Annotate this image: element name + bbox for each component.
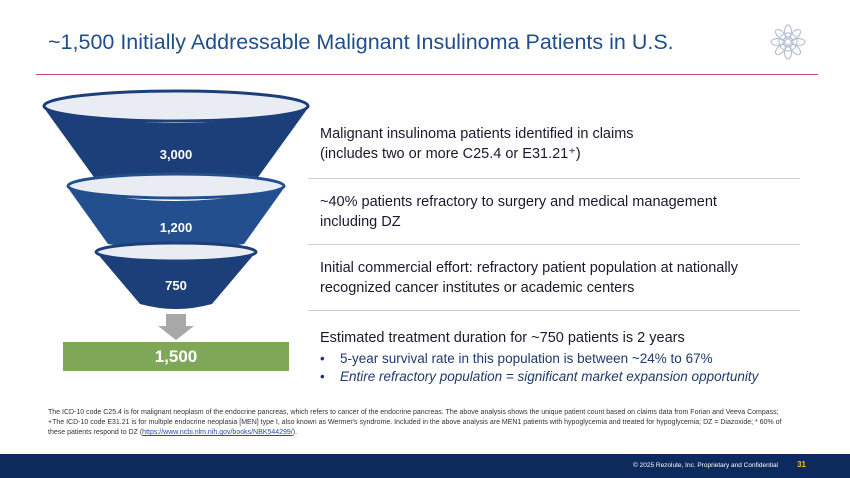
- copyright-text: © 2025 Rezolute, Inc. Proprietary and Co…: [633, 462, 778, 469]
- description-1-line-1: Malignant insulinoma patients identified…: [320, 126, 634, 142]
- source-link[interactable]: https://www.ncbi.nlm.nih.gov/books/NBK54…: [142, 429, 293, 436]
- bullet-icon: •: [320, 369, 325, 384]
- funnel-tier-1-rim: [42, 89, 310, 123]
- separator-3: [308, 310, 800, 311]
- funnel-tier-2: [68, 188, 284, 250]
- description-2: ~40% patients refractory to surgery and …: [320, 192, 800, 232]
- description-1: Malignant insulinoma patients identified…: [320, 124, 800, 164]
- treatment-bullet-1: • 5-year survival rate in this population…: [320, 350, 800, 368]
- footnote-line-3-suffix: ).: [292, 429, 298, 436]
- footnote-line-3: these patients respond to DZ (https://ww…: [48, 428, 808, 438]
- total-addressable-bar: 1,500: [63, 342, 289, 371]
- mandala-logo-icon: [770, 24, 806, 60]
- funnel-tier-1: [44, 108, 308, 187]
- footnote: The ICD-10 code C25.4 is for malignant n…: [48, 408, 808, 438]
- bullet-icon: •: [320, 351, 325, 366]
- separator-1: [308, 178, 800, 179]
- funnel-tier-3-rim: [94, 241, 258, 263]
- treatment-bullet-2: • Entire refractory population = signific…: [320, 368, 800, 386]
- description-3-line-1: Initial commercial effort: refractory pa…: [320, 260, 739, 276]
- total-value: 1,500: [154, 346, 198, 366]
- bullet-text: 5-year survival rate in this population …: [340, 351, 713, 366]
- funnel-stage-1-value: 3,000: [159, 147, 193, 162]
- bullet-text: Entire refractory population = significa…: [340, 369, 759, 384]
- funnel-stage-3-value: 750: [165, 278, 187, 293]
- separator-2: [308, 244, 800, 245]
- funnel-tier-3: [96, 252, 256, 309]
- slide-title: ~1,500 Initially Addressable Malignant I…: [48, 30, 674, 54]
- description-1-line-2: (includes two or more C25.4 or E31.21⁺): [320, 146, 581, 162]
- footnote-line-3-prefix: these patients respond to DZ (: [48, 429, 143, 436]
- funnel-stage-2-value: 1,200: [159, 220, 193, 235]
- description-3: Initial commercial effort: refractory pa…: [320, 258, 800, 298]
- down-arrow-icon: [158, 314, 194, 340]
- title-divider: [36, 74, 818, 75]
- footer-bar: © 2025 Rezolute, Inc. Proprietary and Co…: [0, 454, 850, 478]
- page-number: 31: [797, 460, 806, 469]
- footnote-line-1: The ICD-10 code C25.4 is for malignant n…: [48, 409, 779, 416]
- footnote-line-2: +The ICD-10 code E31.21 is for multiple …: [48, 419, 782, 426]
- description-3-line-2: recognized cancer institutes or academic…: [320, 280, 635, 296]
- funnel-tier-2-rim: [66, 172, 286, 200]
- description-2-line-2: including DZ: [320, 214, 401, 230]
- description-2-line-1: ~40% patients refractory to surgery and …: [320, 194, 717, 210]
- treatment-heading: Estimated treatment duration for ~750 pa…: [320, 330, 685, 346]
